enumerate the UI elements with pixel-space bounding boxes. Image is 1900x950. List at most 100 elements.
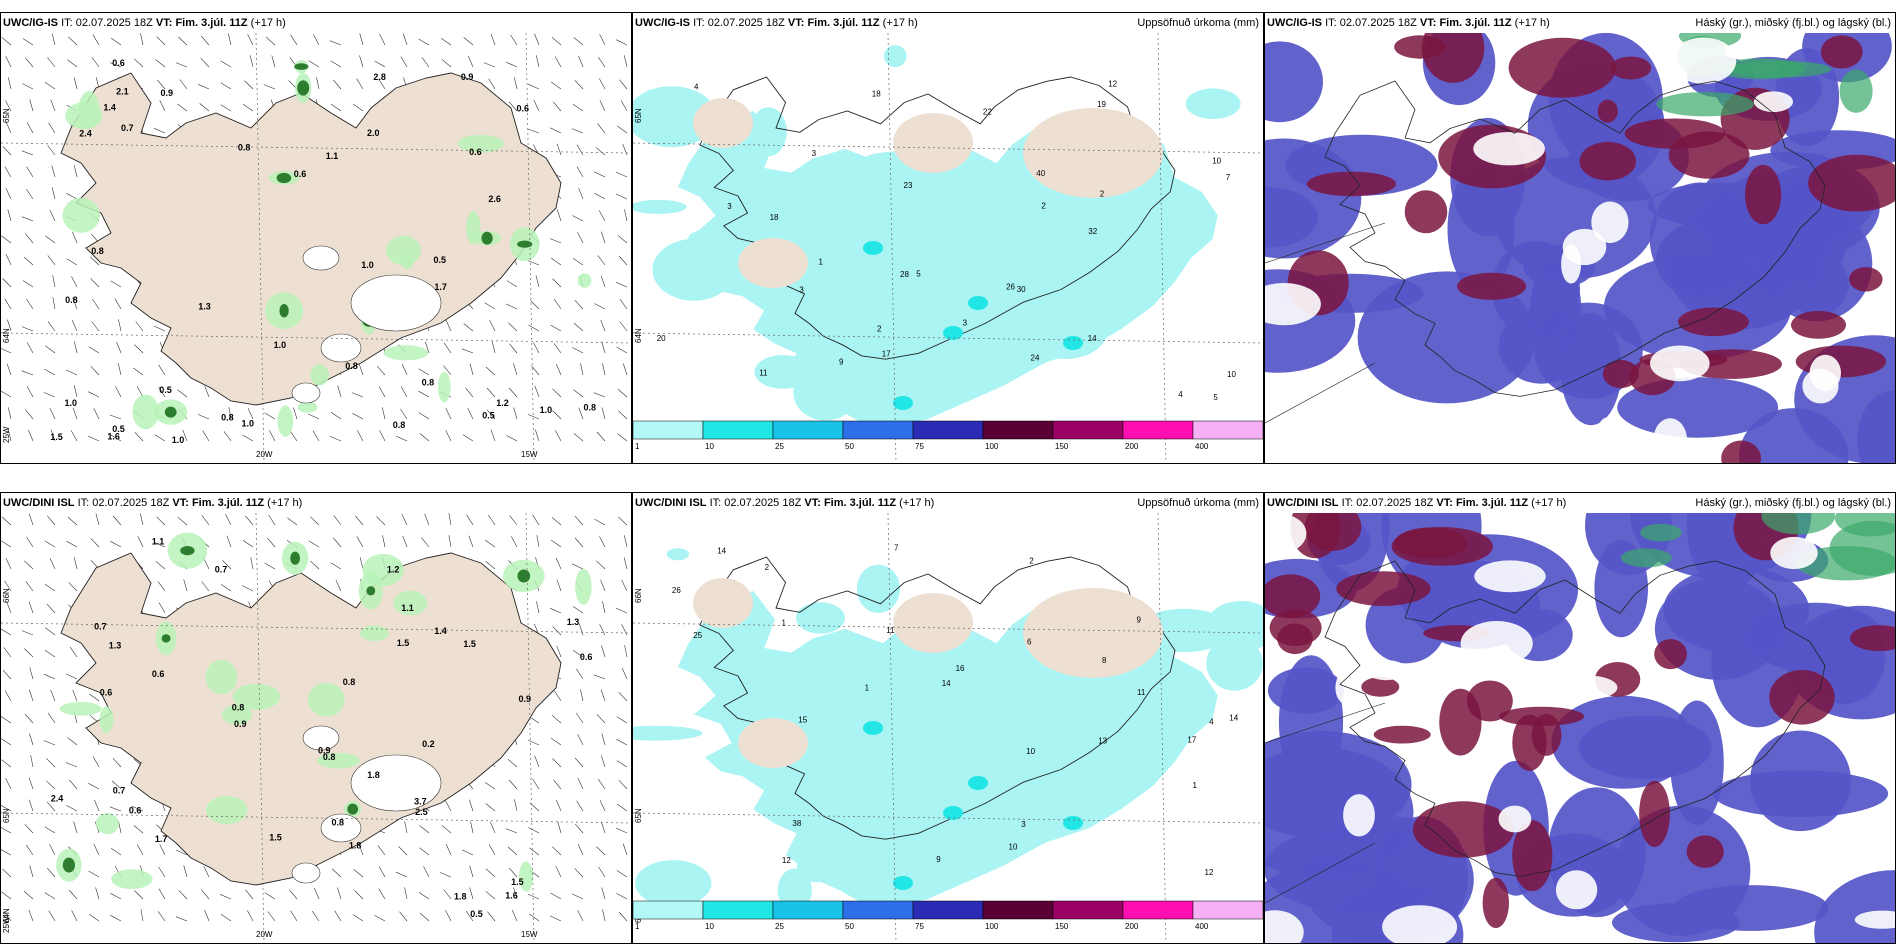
wind-value-label: 1.5 xyxy=(397,638,410,648)
wind-barb xyxy=(572,347,584,354)
wind-barb xyxy=(134,432,144,442)
latitude-line xyxy=(1,332,631,344)
wind-barb xyxy=(1,827,12,834)
wind-barb xyxy=(443,365,452,376)
wind-barb xyxy=(204,909,210,922)
wind-barb xyxy=(445,408,452,420)
wind-barb xyxy=(109,414,122,420)
precip-area xyxy=(750,107,787,157)
wind-barb xyxy=(89,693,100,702)
dry-land xyxy=(693,98,1163,288)
iceland-coastline xyxy=(699,556,1176,840)
wind-barb xyxy=(528,827,540,834)
clear-patch xyxy=(1413,129,1433,143)
wind-barb xyxy=(131,805,144,812)
colorbar-swatch xyxy=(982,420,1054,440)
wind-barb xyxy=(597,123,606,134)
precip-map: 66N65N64N2136191011141638111025141512171… xyxy=(633,513,1263,943)
wind-barb xyxy=(5,557,12,570)
wind-barb xyxy=(577,777,584,790)
wind-barb xyxy=(183,579,188,592)
wind-barb xyxy=(484,302,496,310)
wind-barb xyxy=(508,867,518,878)
wind-barb xyxy=(552,278,562,288)
clear-patch xyxy=(1555,870,1598,910)
wind-barb xyxy=(92,34,100,46)
wind-barb xyxy=(158,602,166,614)
wind-barb xyxy=(578,55,584,68)
wind-barb xyxy=(153,325,166,332)
wind-barb xyxy=(110,915,122,922)
wind-barb xyxy=(616,893,628,900)
heavy-precip-patch xyxy=(366,586,376,596)
glacier xyxy=(320,333,362,363)
precip-map: 65N64N2493321075319201718401430322418262… xyxy=(633,33,1263,463)
wind-barb xyxy=(469,363,474,376)
low-cloud xyxy=(1738,408,1849,463)
wind-barb xyxy=(419,433,430,442)
low-cloud xyxy=(1265,187,1318,248)
wind-value-label: 0.8 xyxy=(91,246,104,256)
wind-barb xyxy=(219,894,232,900)
wind-barb xyxy=(158,364,166,376)
wind-barb xyxy=(513,407,518,420)
precip-patch xyxy=(111,869,153,889)
wind-value-label: 1.0 xyxy=(540,405,553,415)
wind-barb xyxy=(490,33,496,46)
wind-barb xyxy=(7,209,12,222)
wind-barb xyxy=(74,341,78,354)
wind-barb xyxy=(356,536,364,548)
wind-barb xyxy=(489,320,496,332)
wind-barb xyxy=(596,713,606,724)
wind-barb xyxy=(1,759,12,768)
wind-barb xyxy=(533,342,540,354)
wind-barb xyxy=(44,892,56,900)
wind-barb xyxy=(490,429,496,442)
wind-barb xyxy=(52,275,56,288)
wind-barb xyxy=(448,535,452,548)
wind-barb xyxy=(597,255,606,266)
wind-barb xyxy=(601,733,606,746)
precip-core xyxy=(943,806,963,820)
colorbar-swatch xyxy=(842,420,914,440)
longitude-line xyxy=(525,513,535,943)
wind-barb xyxy=(359,33,364,46)
wind-barb xyxy=(573,389,584,398)
wind-barb xyxy=(601,341,606,354)
wind-barb xyxy=(1,716,12,724)
wind-barb xyxy=(21,150,34,156)
dry-land-area xyxy=(1023,588,1163,678)
wind-barb xyxy=(72,407,78,420)
wind-barb xyxy=(49,557,56,570)
panel-title: Uppsöfnuð úrkoma (mm) xyxy=(1137,17,1259,29)
iceland-land xyxy=(60,552,562,886)
panel-header: UWC/DINI ISL IT: 02.07.2025 18Z VT: Fim.… xyxy=(1267,497,1567,509)
latitude-line xyxy=(1,812,631,824)
precip-value-label: 7 xyxy=(1226,173,1231,182)
wind-value-label: 0.2 xyxy=(422,739,435,749)
wind-barb xyxy=(26,188,34,200)
latitude-label: 65N xyxy=(2,108,11,123)
low-cloud xyxy=(1267,667,1344,714)
wind-barb xyxy=(249,55,254,68)
clear-patch xyxy=(1562,228,1607,266)
wind-barb xyxy=(175,62,188,68)
wind-barb xyxy=(47,57,56,68)
wind-barb xyxy=(576,144,584,156)
wind-barb xyxy=(197,84,210,90)
wind-barb xyxy=(290,34,298,46)
precip-value-label: 14 xyxy=(942,679,951,688)
wind-value-label: 0.8 xyxy=(422,377,435,387)
colorbar-swatch xyxy=(1052,420,1124,440)
colorbar-swatch xyxy=(772,420,844,440)
wind-barb xyxy=(271,55,276,68)
wind-barb xyxy=(554,690,562,702)
wind-barb xyxy=(551,36,562,46)
wind-value-label: 0.6 xyxy=(517,103,530,113)
wind-barb xyxy=(22,280,34,288)
wind-barb xyxy=(1,540,12,548)
wind-barb xyxy=(199,103,210,112)
precip-value-label: 26 xyxy=(1006,282,1015,291)
wind-barb xyxy=(110,893,122,900)
precip-value-label: 4 xyxy=(694,83,699,92)
